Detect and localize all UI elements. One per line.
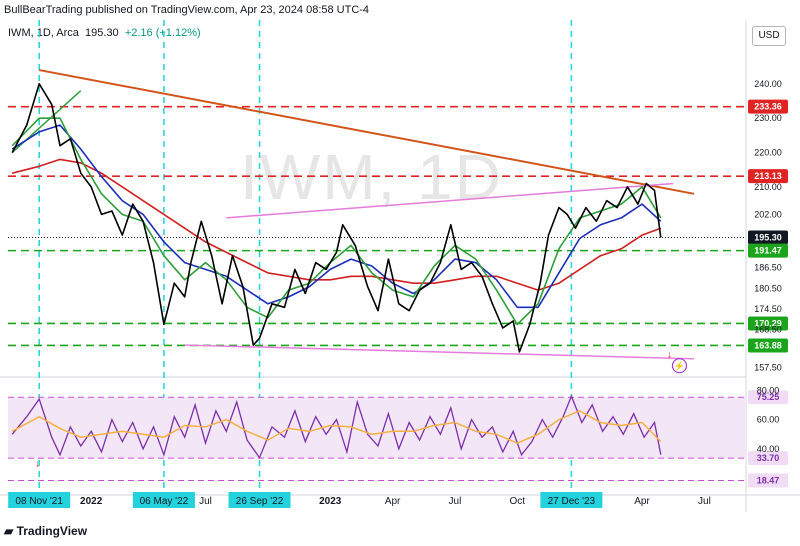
level-label-213.13: 213.13 bbox=[754, 171, 782, 181]
trendline-downtrend bbox=[38, 69, 695, 195]
time-badge-9 bbox=[540, 492, 603, 508]
price-tick-240.00: 240.00 bbox=[754, 79, 782, 89]
level-badge-170.29 bbox=[748, 316, 788, 331]
rsi-badge-33.70 bbox=[748, 451, 788, 466]
level-label-195.30: 195.30 bbox=[754, 232, 782, 242]
level-badge-191.47 bbox=[748, 243, 788, 258]
time-tick-10: Apr bbox=[634, 496, 650, 507]
rsi-tick-40.00: 40.00 bbox=[757, 444, 780, 454]
alert-arrow-icon: ↓ bbox=[667, 349, 672, 360]
symbol-price: 195.30 bbox=[85, 27, 119, 39]
currency-button[interactable]: USD bbox=[752, 26, 786, 46]
price-tick-230.00: 230.00 bbox=[754, 113, 782, 123]
time-tick-7: Jul bbox=[449, 496, 462, 507]
level-label-191.47: 191.47 bbox=[754, 246, 782, 256]
symbol-legend[interactable]: IWM, 1D, Arca 195.30 +2.16 (+1.12%) bbox=[8, 27, 201, 39]
level-label-163.88: 163.88 bbox=[754, 340, 782, 350]
series-rsi bbox=[11, 394, 662, 460]
time-tick-9: 27 Dec '23 bbox=[548, 496, 596, 507]
level-badge-163.88 bbox=[748, 338, 788, 353]
rsi-badge-75.25 bbox=[748, 390, 788, 405]
level-badge-213.13 bbox=[748, 169, 788, 184]
publisher-header: BullBearTrading published on TradingView… bbox=[4, 4, 370, 16]
price-tick-157.50: 157.50 bbox=[754, 362, 782, 372]
price-tick-180.50: 180.50 bbox=[754, 283, 782, 293]
rsi-tick-60.00: 60.00 bbox=[757, 415, 780, 425]
time-badge-0 bbox=[8, 492, 71, 508]
time-badge-4 bbox=[228, 492, 291, 508]
series-sma-slow bbox=[12, 158, 662, 291]
time-tick-11: Jul bbox=[698, 496, 711, 507]
tradingview-logo-text: TradingView bbox=[16, 524, 88, 538]
price-tick-168.50: 168.50 bbox=[754, 325, 782, 335]
price-tick-186.50: 186.50 bbox=[754, 263, 782, 273]
time-tick-6: Apr bbox=[385, 496, 401, 507]
rsi-tick-80.00: 80.00 bbox=[757, 385, 780, 395]
trendline-lower-wedge bbox=[184, 344, 695, 360]
series-sma-fast bbox=[11, 117, 662, 326]
time-tick-1: 2022 bbox=[80, 496, 103, 507]
time-tick-4: 26 Sep '22 bbox=[236, 496, 284, 507]
time-tick-0: 08 Nov '21 bbox=[15, 496, 63, 507]
series-rsi-ma bbox=[11, 409, 662, 444]
time-badge-2 bbox=[132, 492, 195, 508]
tradingview-logo-icon: ▰ bbox=[4, 524, 14, 538]
flash-icon[interactable] bbox=[671, 358, 688, 374]
series-iwm-price bbox=[11, 83, 662, 353]
level-badge-233.36 bbox=[748, 99, 788, 114]
rsi-band bbox=[8, 397, 746, 459]
time-tick-3: Jul bbox=[199, 496, 212, 507]
symbol-name: IWM, 1D, Arca bbox=[8, 27, 79, 39]
rsi-level-label-33.70: 33.70 bbox=[757, 453, 780, 463]
tradingview-logo[interactable]: ▰ TradingView bbox=[4, 524, 87, 538]
time-tick-2: 06 May '22 bbox=[140, 496, 189, 507]
flash-icon-glyph: ⚡ bbox=[674, 360, 685, 372]
time-tick-5: 2023 bbox=[319, 496, 342, 507]
price-tick-220.00: 220.00 bbox=[754, 148, 782, 158]
rsi-level-label-75.25: 75.25 bbox=[757, 392, 780, 402]
level-label-233.36: 233.36 bbox=[754, 102, 782, 112]
price-tick-210.00: 210.00 bbox=[754, 182, 782, 192]
rsi-level-label-18.47: 18.47 bbox=[757, 476, 780, 486]
symbol-change: +2.16 (+1.12%) bbox=[124, 27, 201, 39]
time-tick-8: Oct bbox=[510, 496, 526, 507]
chart-watermark: IWM, 1D bbox=[240, 141, 503, 213]
trendline-upper-wedge bbox=[226, 182, 674, 219]
price-tick-174.50: 174.50 bbox=[754, 304, 782, 314]
series-sma-mid bbox=[11, 124, 662, 309]
level-badge-195.30 bbox=[748, 230, 788, 245]
rsi-badge-18.47 bbox=[748, 473, 788, 488]
level-label-170.29: 170.29 bbox=[754, 318, 782, 328]
price-tick-202.00: 202.00 bbox=[754, 209, 782, 219]
rsi-arrow-icon: ↓ bbox=[35, 459, 40, 470]
